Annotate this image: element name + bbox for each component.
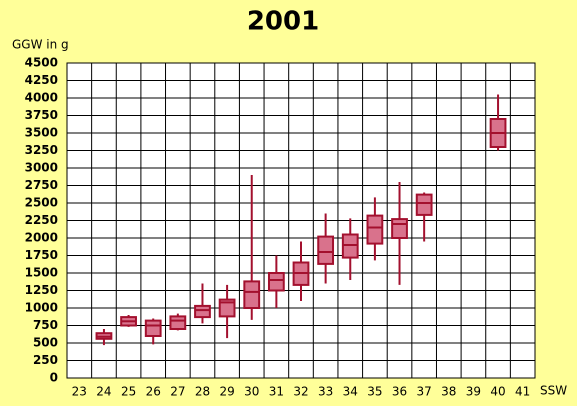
x-tick-label: 27 (170, 385, 185, 399)
chart-title: 2001 (247, 7, 319, 37)
y-tick-label: 3750 (25, 108, 58, 122)
y-tick-label: 1000 (25, 301, 58, 315)
y-tick-label: 4250 (25, 73, 58, 87)
y-tick-label: 4000 (25, 91, 58, 105)
y-tick-label: 500 (33, 336, 58, 350)
x-tick-label: 30 (244, 385, 259, 399)
box (415, 193, 433, 216)
box (169, 315, 187, 330)
plot-frame (66, 62, 536, 379)
box (243, 280, 261, 309)
box (341, 233, 359, 259)
x-tick-label: 28 (195, 385, 210, 399)
y-tick-label: 2000 (25, 231, 58, 245)
y-tick-label: 3500 (25, 126, 58, 140)
y-axis-label: GGW in g (12, 38, 69, 52)
x-tick-label: 24 (96, 385, 111, 399)
box (391, 218, 408, 240)
y-tick-label: 1500 (25, 266, 58, 280)
y-tick-label: 0 (50, 371, 58, 385)
x-tick-label: 26 (146, 385, 161, 399)
y-tick-label: 2250 (25, 213, 58, 227)
x-tick-label: 35 (367, 385, 382, 399)
x-tick-label: 34 (343, 385, 358, 399)
x-tick-label: 32 (293, 385, 308, 399)
y-tick-label: 1250 (25, 283, 58, 297)
x-tick-label: 39 (466, 385, 481, 399)
box (194, 304, 211, 319)
x-tick-label: 23 (72, 385, 87, 399)
y-tick-label: 4500 (25, 56, 58, 70)
y-tick-label: 2750 (25, 178, 58, 192)
box (144, 319, 162, 338)
box (366, 214, 384, 245)
x-tick-label: 37 (417, 385, 432, 399)
box (317, 235, 335, 265)
x-tick-label: 31 (269, 385, 284, 399)
y-tick-label: 750 (33, 318, 58, 332)
x-axis-label: SSW (540, 384, 567, 398)
x-tick-label: 33 (318, 385, 333, 399)
y-tick-label: 250 (33, 353, 58, 367)
x-tick-label: 40 (490, 385, 505, 399)
x-tick-label: 25 (121, 385, 136, 399)
y-tick-label: 3250 (25, 143, 58, 157)
x-tick-label: 36 (392, 385, 407, 399)
y-tick-label: 3000 (25, 161, 58, 175)
box (267, 272, 285, 292)
y-tick-label: 2500 (25, 196, 58, 210)
x-tick-label: 38 (441, 385, 456, 399)
x-tick-label: 29 (219, 385, 234, 399)
x-tick-label: 41 (515, 385, 530, 399)
y-tick-label: 1750 (25, 248, 58, 262)
box (218, 298, 236, 318)
